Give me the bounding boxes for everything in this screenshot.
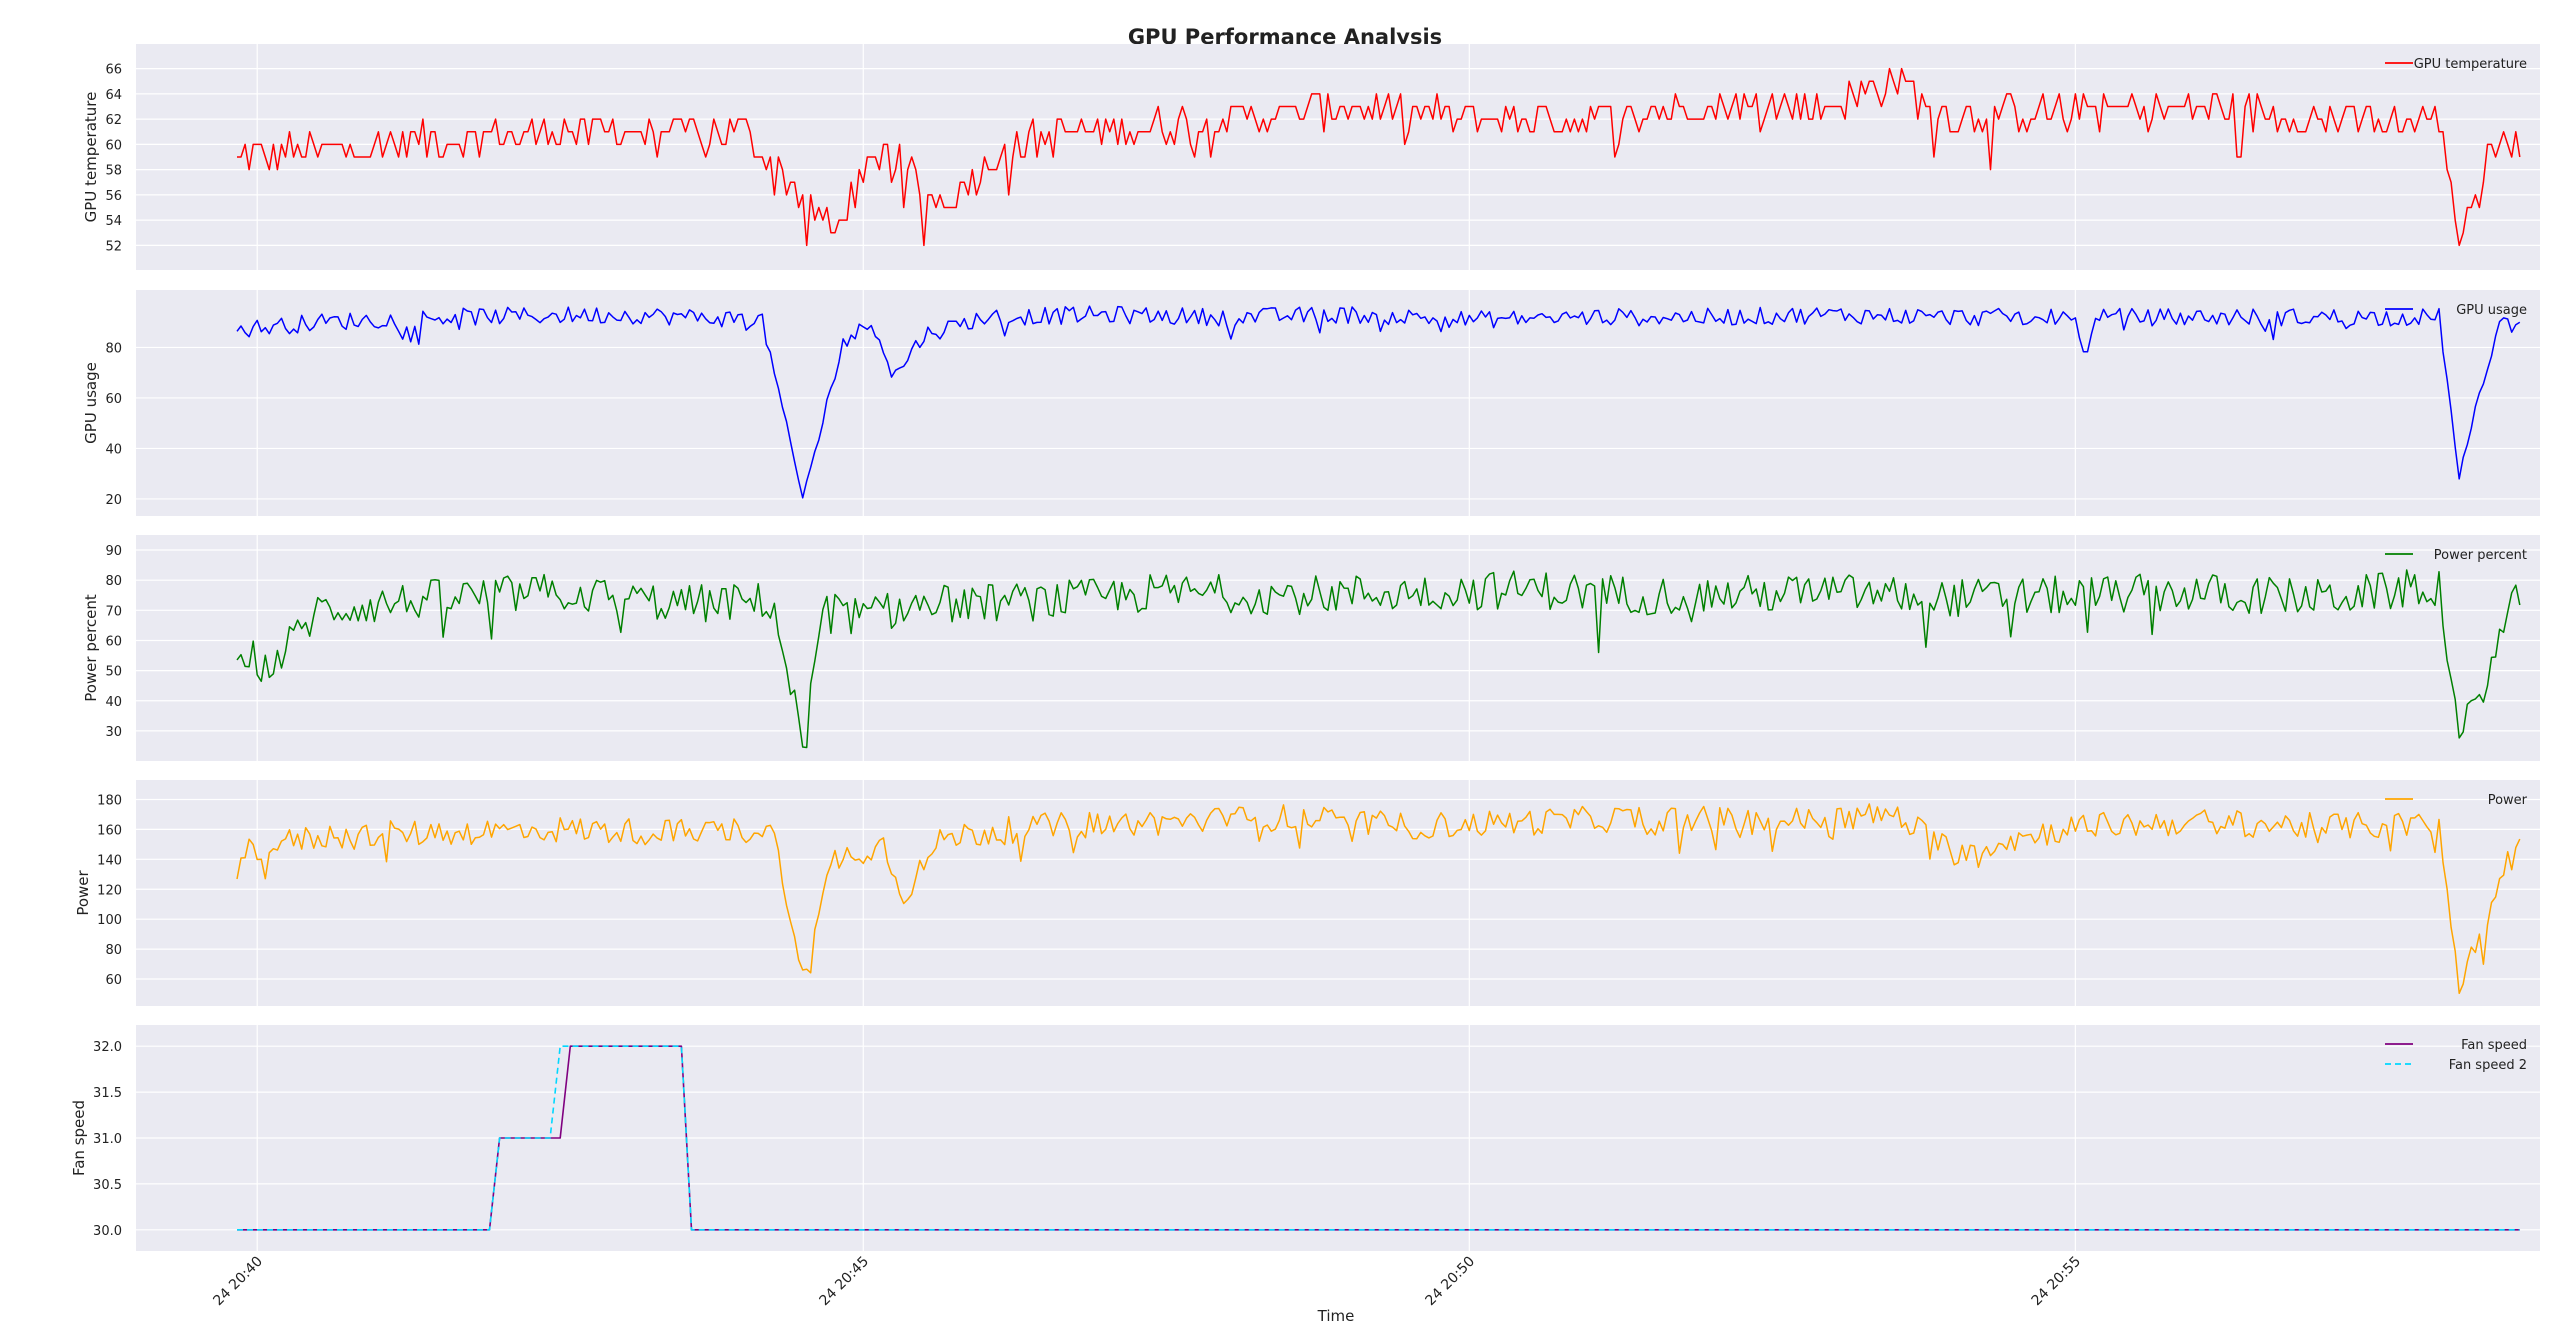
y-tick-label: 54	[105, 214, 122, 229]
y-tick-label: 58	[105, 164, 122, 179]
y-axis-label: Fan speed	[70, 1100, 88, 1176]
legend-entry: GPU usage	[2385, 303, 2527, 318]
y-tick-label: 100	[97, 913, 122, 928]
x-tick-label: 24 20:40	[210, 1254, 266, 1310]
y-tick-label: 62	[105, 113, 122, 128]
series-line-power	[236, 803, 2521, 995]
subplot-2: 20 40 60 80 GPU usage GPU usage	[82, 290, 2540, 516]
x-axis-label: Time	[1317, 1307, 1355, 1325]
plot-area	[136, 535, 2540, 761]
y-tick-label: 56	[105, 189, 122, 204]
subplot-1: 52 54 56 58 60 62 64 66 GPU temperature GPU tempe…	[82, 44, 2540, 270]
legend-label: Power	[2488, 793, 2528, 808]
y-tick-label: 40	[105, 695, 122, 710]
y-tick-label: 30	[105, 725, 122, 740]
y-tick-label: 70	[105, 604, 122, 619]
y-axis-label: Power	[74, 869, 92, 915]
y-tick-label: 32.0	[93, 1040, 122, 1055]
plot-area	[136, 44, 2540, 270]
y-tick-label: 64	[105, 88, 122, 103]
y-tick-label: 80	[105, 341, 122, 356]
y-tick-label: 90	[105, 544, 122, 559]
legend-entry: GPU temperature	[2385, 57, 2527, 72]
y-tick-label: 30.5	[93, 1178, 122, 1193]
legend-label: GPU temperature	[2414, 57, 2527, 72]
series-line-gpu-usage	[236, 305, 2521, 499]
y-tick-label: 120	[97, 883, 122, 898]
y-tick-label: 80	[105, 574, 122, 589]
subplots: 52 54 56 58 60 62 64 66 GPU temperature GPU tempe…	[70, 44, 2540, 1251]
series-line-gpu-temperature	[237, 67, 2521, 247]
y-tick-label: 60	[105, 634, 122, 649]
subplot-5: 30.0 30.5 31.0 31.5 32.0 Fan speed Fan speed Fa…	[70, 1025, 2540, 1251]
y-tick-label: 30.0	[93, 1224, 122, 1239]
legend-entry: Power percent	[2385, 548, 2527, 563]
x-tick-label: 24 20:45	[816, 1254, 872, 1310]
y-tick-label: 31.5	[93, 1086, 122, 1101]
legend-label: Power percent	[2434, 548, 2527, 563]
series-line-fan-speed-2	[237, 1045, 2520, 1231]
plot-area	[136, 290, 2540, 516]
legend-entry: Fan speed 2	[2385, 1058, 2527, 1073]
y-tick-label: 20	[105, 493, 122, 508]
legend-entry: Power	[2385, 793, 2528, 808]
y-tick-label: 52	[105, 239, 122, 254]
y-axis-label: GPU usage	[82, 362, 100, 444]
y-tick-label: 140	[97, 853, 122, 868]
y-tick-label: 60	[105, 138, 122, 153]
legend-label: Fan speed 2	[2449, 1058, 2527, 1073]
legend-label: Fan speed	[2461, 1038, 2527, 1053]
y-tick-label: 31.0	[93, 1132, 122, 1147]
subplot-4: 60 80 100 120 140 160 180 Power Power	[74, 780, 2540, 1006]
x-tick-label: 24 20:55	[2029, 1254, 2085, 1310]
y-tick-label: 40	[105, 442, 122, 457]
y-tick-label: 60	[105, 973, 122, 988]
plot-area	[136, 780, 2540, 1006]
y-tick-label: 60	[105, 392, 122, 407]
y-tick-label: 180	[97, 793, 122, 808]
y-tick-label: 50	[105, 665, 122, 680]
x-axis-tick-labels: 24 20:40 24 20:45 24 20:50 24 20:55	[210, 1254, 2084, 1310]
y-tick-label: 160	[97, 823, 122, 838]
legend-label: GPU usage	[2456, 303, 2527, 318]
x-tick-label: 24 20:50	[1423, 1254, 1479, 1310]
y-axis-label: Power percent	[82, 594, 100, 702]
y-axis-label: GPU temperature	[82, 92, 100, 223]
subplot-3: 30 40 50 60 70 80 90 Power percent Power percent	[82, 535, 2540, 761]
legend-entry: Fan speed	[2385, 1038, 2527, 1053]
y-tick-label: 66	[105, 63, 122, 78]
y-tick-label: 80	[105, 943, 122, 958]
series-line-power-percent	[236, 569, 2521, 749]
